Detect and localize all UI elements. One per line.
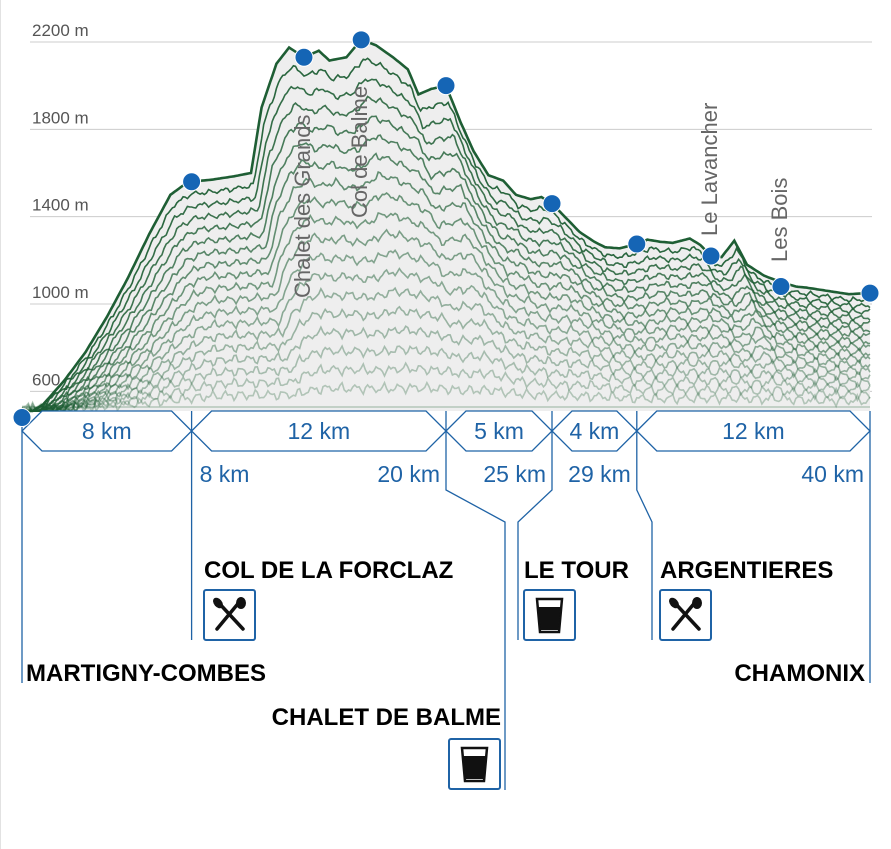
stop-name-label: COL DE LA FORCLAZ bbox=[204, 557, 453, 584]
waypoint-name-label: Les Bois bbox=[767, 178, 792, 262]
cumulative-distance-label: 20 km bbox=[377, 461, 440, 487]
stop-name-label: CHALET DE BALME bbox=[272, 704, 501, 731]
waypoint-name-label: Col de Balme bbox=[347, 86, 372, 218]
profile-contour-line bbox=[21, 305, 871, 412]
profile-contour-line bbox=[21, 344, 871, 413]
profile-contour-line bbox=[22, 78, 871, 412]
fork-head-shape bbox=[213, 597, 223, 609]
waypoint-marker bbox=[436, 76, 456, 96]
profile-contour-line bbox=[22, 95, 871, 412]
stop-leader-line bbox=[636, 411, 653, 640]
profile-contour-line bbox=[21, 325, 871, 412]
cumulative-distance-label: 29 km bbox=[568, 461, 631, 487]
cumulative-distance-label: 8 km bbox=[200, 461, 250, 487]
waypoint-marker bbox=[860, 283, 880, 303]
waypoint-marker bbox=[294, 47, 314, 67]
stop-labels: MARTIGNY-COMBES COL DE LA FORCLAZ CHALET D… bbox=[26, 557, 865, 731]
profile-contour-line bbox=[21, 286, 871, 413]
profile-contour-line bbox=[21, 361, 871, 413]
restaurant-icon bbox=[659, 589, 712, 641]
stop-name-label: LE TOUR bbox=[524, 557, 629, 584]
stop-leader-line bbox=[445, 411, 506, 790]
segment-length-label: 8 km bbox=[82, 418, 132, 444]
profile-contour-line bbox=[21, 267, 871, 413]
distance-segments: 8 km 12 km 5 km 4 km 12 km bbox=[21, 410, 871, 452]
spoon-bowl-shape bbox=[236, 597, 246, 609]
y-tick-label: 2200 m bbox=[32, 21, 89, 40]
segment-length-label: 12 km bbox=[287, 418, 350, 444]
profile-contour-line bbox=[22, 191, 871, 412]
waypoint-marker bbox=[701, 246, 721, 266]
restaurant-icon bbox=[203, 589, 256, 641]
profile-contour-line bbox=[22, 152, 871, 412]
segment-length-label: 12 km bbox=[722, 418, 785, 444]
profile-contour-line bbox=[22, 57, 871, 412]
cumulative-distance-labels: 8 km 20 km 25 km 29 km 40 km bbox=[200, 461, 864, 487]
y-tick-label: 1000 m bbox=[32, 283, 89, 302]
waypoint-marker bbox=[542, 194, 562, 214]
profile-fill bbox=[22, 39, 870, 418]
cumulative-distance-label: 40 km bbox=[801, 461, 864, 487]
stop-name-label: MARTIGNY-COMBES bbox=[26, 660, 266, 687]
glass-fill bbox=[538, 607, 561, 630]
profile-contour-line bbox=[21, 171, 871, 412]
stop-name-label: ARGENTIERES bbox=[660, 557, 833, 584]
waypoint-marker bbox=[351, 30, 371, 50]
waypoint-names: Chalet des Grands Col de Balme Le Lavanche… bbox=[290, 86, 792, 298]
segment-length-label: 5 km bbox=[474, 418, 524, 444]
waypoint-markers bbox=[12, 30, 880, 428]
stop-leader-lines bbox=[21, 411, 871, 790]
profile-contour-line bbox=[21, 212, 871, 413]
profile-contour-line bbox=[22, 115, 871, 412]
waypoint-marker bbox=[12, 408, 32, 428]
profile-contour-line bbox=[22, 380, 871, 413]
stop-leader-line bbox=[517, 411, 553, 640]
y-tick-label: 1400 m bbox=[32, 196, 89, 215]
drink-glass-icon bbox=[448, 738, 501, 790]
waypoint-name-label: Chalet des Grands bbox=[290, 115, 315, 298]
profile-contour-line bbox=[22, 134, 871, 412]
segment-length-label: 4 km bbox=[569, 418, 619, 444]
stop-name-label: CHAMONIX bbox=[734, 660, 865, 687]
profile-contours bbox=[21, 38, 871, 413]
spoon-bowl-shape bbox=[692, 597, 702, 609]
profile-contour-line bbox=[22, 228, 871, 413]
profile-contour-line bbox=[21, 248, 871, 412]
waypoint-marker bbox=[771, 277, 791, 297]
y-tick-label: 1800 m bbox=[32, 108, 89, 127]
stop-icons bbox=[203, 589, 712, 790]
waypoint-marker bbox=[627, 234, 647, 254]
cumulative-distance-label: 25 km bbox=[483, 461, 546, 487]
glass-fill bbox=[463, 756, 486, 779]
waypoint-name-label: Le Lavancher bbox=[697, 103, 722, 236]
waypoint-marker bbox=[182, 172, 202, 192]
distance-segment-arrow bbox=[635, 410, 871, 452]
fork-head-shape bbox=[669, 597, 679, 609]
profile-area bbox=[22, 39, 870, 418]
drink-glass-icon bbox=[523, 589, 576, 641]
